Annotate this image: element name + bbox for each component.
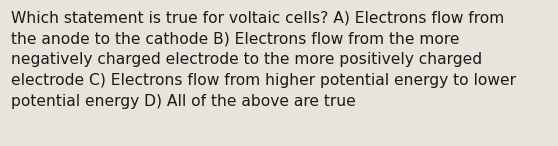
Text: Which statement is true for voltaic cells? A) Electrons flow from
the anode to t: Which statement is true for voltaic cell… <box>11 10 516 109</box>
